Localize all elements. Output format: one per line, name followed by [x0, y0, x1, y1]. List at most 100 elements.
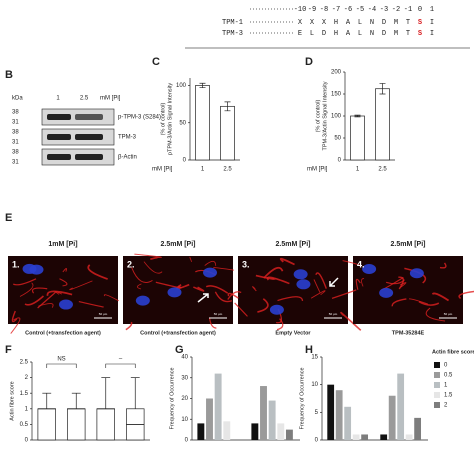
residue: N — [370, 30, 374, 38]
y-tick-label: 0.5 — [20, 422, 29, 428]
arrow — [329, 277, 339, 287]
actin — [227, 291, 242, 300]
error-bar — [354, 114, 361, 118]
scale-label: 50 µm — [214, 312, 223, 316]
legend-swatch — [434, 382, 440, 388]
actin — [46, 290, 73, 297]
residue: T — [406, 30, 410, 38]
row-name: TPM-3 — [222, 30, 243, 38]
actin — [87, 264, 108, 280]
arrow — [197, 293, 209, 303]
actin — [134, 253, 162, 258]
residue: M — [394, 19, 398, 27]
actin — [331, 289, 357, 299]
kda: 31 — [12, 140, 19, 146]
actin — [103, 294, 119, 302]
y-tick-label: 10 — [181, 417, 188, 423]
legend-label: 1.5 — [444, 393, 453, 399]
scale-label: 50 µm — [329, 312, 338, 316]
lane-label: 1 — [56, 96, 60, 102]
residue: H — [334, 19, 338, 27]
band — [47, 114, 71, 120]
image-title: 1mM [Pi] — [48, 241, 77, 248]
actin — [205, 285, 229, 294]
position: -9 — [308, 6, 316, 14]
bar — [344, 406, 352, 440]
y-tick-label: 15 — [311, 355, 318, 361]
image-number: 3. — [242, 259, 250, 269]
bar — [327, 384, 335, 440]
nucleus — [58, 299, 73, 310]
panel-letter: E — [5, 212, 12, 224]
image-number: 2. — [127, 259, 135, 269]
bar — [214, 373, 222, 440]
bar — [361, 434, 369, 440]
bar — [251, 423, 259, 440]
residue: L — [358, 30, 362, 38]
box — [67, 408, 86, 441]
actin — [458, 290, 474, 299]
actin — [276, 318, 284, 331]
bar — [380, 434, 388, 440]
nucleus — [293, 269, 308, 280]
bar — [388, 395, 396, 440]
y-tick-label: 0 — [183, 158, 187, 164]
y-tick-label: 40 — [181, 355, 188, 361]
actin — [10, 317, 21, 334]
band — [75, 114, 103, 120]
actin — [62, 267, 67, 273]
bar — [268, 400, 276, 440]
kda: 31 — [12, 120, 19, 126]
legend-label: 0.5 — [444, 373, 453, 379]
actin — [418, 301, 440, 306]
panel-letter: G — [175, 344, 184, 356]
band-label: p-TPM-3 (S284) — [118, 115, 161, 121]
actin — [208, 318, 217, 329]
residue: A — [346, 30, 351, 38]
panel-letter: C — [152, 56, 160, 68]
actin — [136, 283, 142, 290]
residue: S — [418, 19, 422, 27]
panel-letter: F — [5, 344, 12, 356]
actin — [315, 272, 327, 289]
actin — [439, 262, 447, 269]
y-axis-label: TPM-3/Actin Signal Intensity — [322, 81, 328, 150]
actin — [78, 300, 104, 308]
kda: 31 — [12, 160, 19, 166]
actin — [38, 303, 54, 308]
nucleus — [167, 287, 182, 298]
actin — [255, 274, 276, 280]
image-number: 1. — [12, 259, 20, 269]
position: -5 — [356, 6, 364, 14]
actin — [213, 267, 235, 271]
actin — [355, 278, 361, 290]
legend-label: 1 — [444, 383, 448, 389]
position: -10 — [294, 6, 307, 14]
scale-label: 50 µm — [99, 312, 108, 316]
residue: D — [382, 30, 386, 38]
actin — [24, 295, 45, 306]
residue: I — [430, 30, 434, 38]
actin — [266, 276, 290, 285]
bar — [223, 421, 231, 440]
y-tick-label: 150 — [331, 92, 342, 98]
nucleus — [135, 295, 150, 306]
annotation: NS — [57, 357, 65, 363]
residue: M — [394, 30, 398, 38]
bar — [352, 434, 360, 440]
y-tick-label: 50 — [179, 120, 186, 126]
position: -7 — [332, 6, 340, 14]
bar — [405, 434, 413, 440]
panel-letter: H — [305, 344, 313, 356]
y-tick-label: 2.5 — [20, 360, 29, 366]
bar — [197, 423, 205, 440]
residue: X — [322, 19, 327, 27]
actin — [189, 256, 193, 263]
position: -1 — [404, 6, 412, 14]
x-axis-label: mM [Pi] — [307, 167, 328, 173]
y-tick-label: 30 — [181, 375, 188, 381]
kda: 38 — [12, 130, 19, 136]
band — [75, 134, 103, 140]
bar — [206, 398, 213, 440]
